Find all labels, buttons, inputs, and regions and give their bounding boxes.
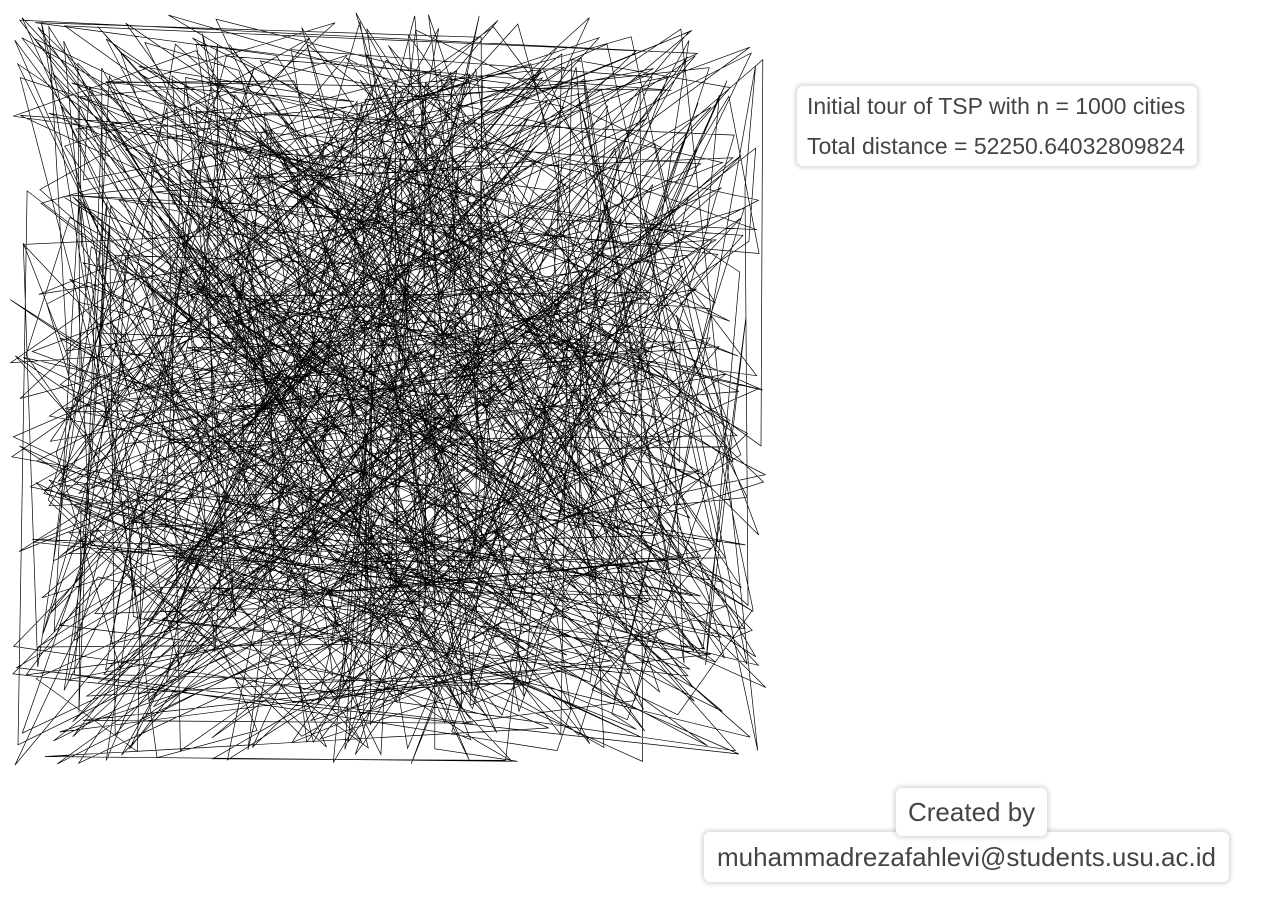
tour-info-panel: Initial tour of TSP with n = 1000 cities… xyxy=(797,86,1198,166)
tsp-tour-plot xyxy=(9,12,767,766)
total-distance: Total distance = 52250.64032809824 xyxy=(807,133,1185,159)
created-by-label: Created by xyxy=(896,788,1048,836)
tsp-tour-path xyxy=(9,12,767,766)
tour-title: Initial tour of TSP with n = 1000 cities xyxy=(807,93,1186,119)
author-email: muhammadrezafahlevi@students.usu.ac.id xyxy=(704,832,1229,882)
